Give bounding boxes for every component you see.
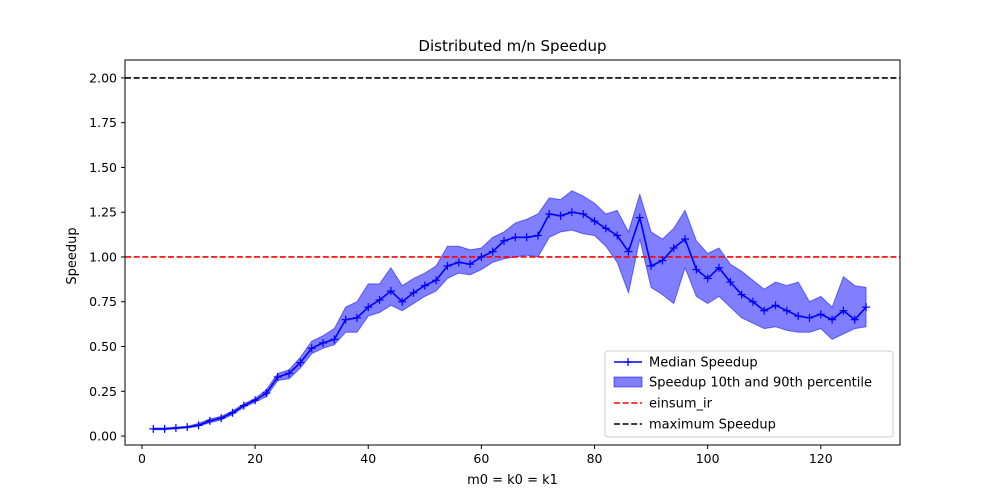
median-point xyxy=(658,256,667,265)
median-point xyxy=(454,258,463,267)
median-point xyxy=(228,408,237,417)
median-point xyxy=(285,369,294,378)
median-point xyxy=(669,244,678,253)
median-point xyxy=(296,358,305,367)
median-point xyxy=(681,235,690,244)
median-point xyxy=(850,315,859,324)
median-point xyxy=(533,231,542,240)
median-point xyxy=(477,252,486,261)
median-point xyxy=(556,211,565,220)
median-point xyxy=(386,287,395,295)
median-point xyxy=(488,247,497,256)
median-point xyxy=(726,278,735,287)
median-point xyxy=(398,297,407,306)
y-tick-label: 1.25 xyxy=(89,205,117,220)
median-point xyxy=(160,424,169,433)
median-point xyxy=(183,423,192,432)
legend-item-hline: einsum_ir xyxy=(614,397,713,412)
median-point xyxy=(714,263,723,272)
legend-label: Speedup 10th and 90th percentile xyxy=(649,376,872,391)
median-point xyxy=(375,295,384,304)
y-axis-label: Speedup xyxy=(65,227,80,284)
median-point xyxy=(567,208,576,217)
y-tick-label: 1.75 xyxy=(89,115,117,130)
median-point xyxy=(307,344,316,353)
median-point xyxy=(782,306,791,315)
median-point xyxy=(794,312,803,321)
median-point xyxy=(262,389,271,398)
median-point xyxy=(409,288,418,297)
median-point xyxy=(205,416,214,425)
x-tick-label: 120 xyxy=(809,451,833,466)
x-tick-label: 100 xyxy=(696,451,720,466)
median-point xyxy=(816,310,825,319)
median-point xyxy=(352,313,361,322)
median-point xyxy=(737,290,746,299)
median-point xyxy=(545,210,554,218)
y-tick-label: 0.00 xyxy=(89,429,117,444)
y-tick-label: 0.75 xyxy=(89,294,117,309)
legend-box xyxy=(604,350,894,438)
median-point xyxy=(771,301,780,310)
median-point xyxy=(330,335,339,344)
legend: Median Speedup Speedup 10th and 90th perc… xyxy=(604,350,894,438)
median-point xyxy=(828,315,837,324)
axes: 0 20 40 60 80 100 120 0.00 0.25 0.50 0.75 1.00 1.25 1… xyxy=(89,59,901,466)
median-point xyxy=(635,213,644,222)
median-point xyxy=(624,247,633,256)
median-point xyxy=(805,313,814,322)
y-tick-label: 2.00 xyxy=(89,70,117,85)
legend-item-hline: maximum Speedup xyxy=(614,418,776,433)
y-tick-label: 1.50 xyxy=(89,160,117,175)
median-point xyxy=(647,261,656,270)
x-axis-label: m0 = k0 = k1 xyxy=(467,473,558,488)
median-point xyxy=(251,396,260,405)
legend-label: einsum_ir xyxy=(649,397,713,412)
median-point xyxy=(579,210,588,218)
median-point xyxy=(613,231,622,240)
y-tick-label: 0.25 xyxy=(89,384,117,399)
x-tick-label: 60 xyxy=(473,451,489,466)
median-point xyxy=(760,306,769,315)
median-point xyxy=(420,281,429,290)
median-point xyxy=(239,401,248,410)
y-tick-label: 1.00 xyxy=(89,249,117,264)
axes-frame xyxy=(124,59,901,446)
median-point xyxy=(273,372,282,381)
median-point xyxy=(511,233,520,242)
x-tick-label: 0 xyxy=(138,451,146,466)
median-point xyxy=(703,274,712,283)
legend-label: Median Speedup xyxy=(649,356,758,371)
median-point xyxy=(149,424,158,433)
median-point xyxy=(500,236,509,245)
median-point xyxy=(432,276,441,285)
x-tick-label: 80 xyxy=(587,451,603,466)
legend-label: maximum Speedup xyxy=(649,418,776,433)
x-tick-label: 40 xyxy=(360,451,376,466)
plot-area xyxy=(125,77,900,433)
median-point xyxy=(522,233,531,242)
median-point xyxy=(862,303,871,312)
median-point xyxy=(590,217,599,226)
median-point xyxy=(171,423,180,432)
legend-item-median: Median Speedup xyxy=(614,356,758,371)
y-tick-label: 0.50 xyxy=(89,339,117,354)
median-point xyxy=(318,338,327,347)
median-point xyxy=(341,315,350,324)
legend-item-band: Speedup 10th and 90th percentile xyxy=(613,376,872,391)
median-point xyxy=(466,260,475,269)
median-point xyxy=(601,224,610,233)
chart-title: Distributed m/n Speedup xyxy=(418,37,606,55)
median-point xyxy=(839,306,848,315)
median-point xyxy=(443,261,452,270)
x-tick-label: 20 xyxy=(247,451,263,466)
median-line xyxy=(153,211,867,430)
median-point xyxy=(194,421,203,430)
median-point xyxy=(364,303,373,312)
median-point xyxy=(748,297,757,306)
percentile-band xyxy=(152,190,867,431)
median-point xyxy=(217,414,226,423)
median-point xyxy=(692,265,701,274)
